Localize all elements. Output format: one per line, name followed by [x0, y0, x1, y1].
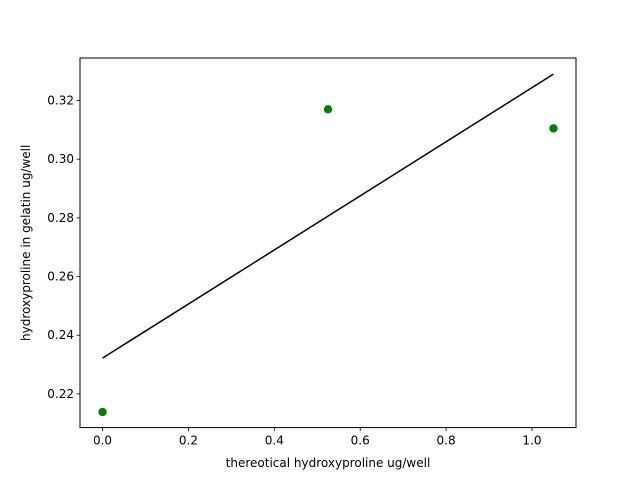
x-tick-label: 0.6 — [351, 434, 370, 448]
y-tick-label: 0.24 — [47, 328, 74, 342]
y-tick-label: 0.28 — [47, 211, 74, 225]
y-axis: 0.22 0.24 0.26 0.28 0.30 0.32 — [47, 94, 80, 401]
plot-area — [98, 73, 558, 417]
fit-line — [102, 73, 554, 359]
y-axis-label: hydroxyproline in gelatin ug/well — [19, 145, 33, 341]
y-tick-label: 0.26 — [47, 270, 74, 284]
data-point — [98, 407, 107, 417]
data-point — [323, 105, 333, 114]
x-tick-label: 0.4 — [265, 434, 284, 448]
x-tick-label: 0.2 — [179, 434, 198, 448]
x-axis-label: thereotical hydroxyproline ug/well — [226, 456, 431, 470]
y-tick-label: 0.22 — [47, 387, 74, 401]
axes-frame — [79, 57, 577, 429]
y-tick-label: 0.32 — [47, 94, 74, 108]
x-axis: 0.0 0.2 0.4 0.6 0.8 1.0 — [93, 427, 542, 448]
data-point — [549, 124, 558, 133]
x-tick-label: 1.0 — [522, 434, 541, 448]
y-tick-label: 0.30 — [47, 152, 74, 166]
x-tick-label: 0.8 — [437, 434, 456, 448]
x-tick-label: 0.0 — [93, 434, 112, 448]
